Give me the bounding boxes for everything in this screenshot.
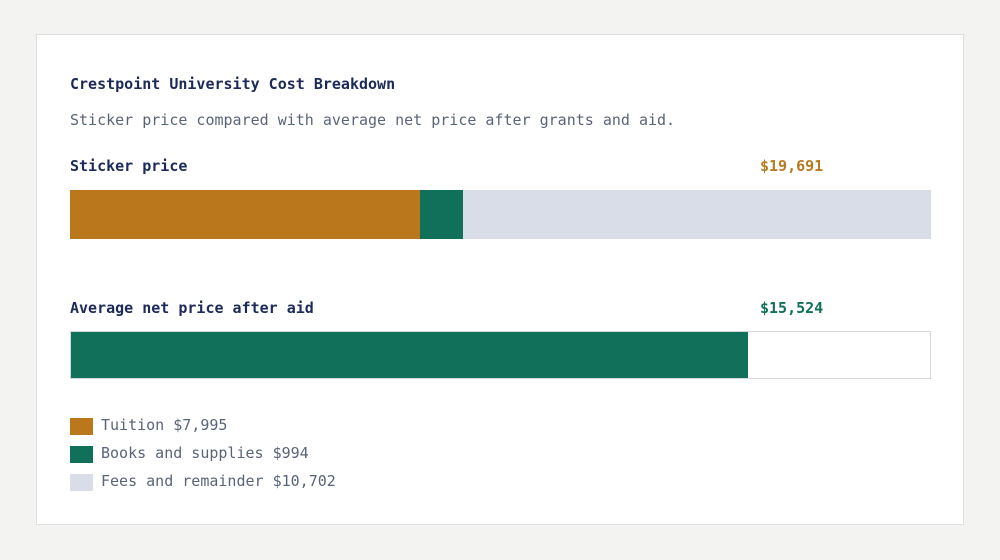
chart-subtitle: Sticker price compared with average net … bbox=[70, 111, 676, 129]
sticker-price-value: $19,691 bbox=[760, 157, 824, 175]
sticker-price-bar bbox=[70, 190, 931, 239]
bar-segment-tuition bbox=[70, 190, 420, 239]
bar-segment-books-and-supplies bbox=[420, 190, 463, 239]
chart-title: Crestpoint University Cost Breakdown bbox=[70, 75, 396, 93]
sticker-price-label: Sticker price bbox=[70, 157, 188, 175]
net-price-bar bbox=[70, 331, 931, 379]
legend-label-fees: Fees and remainder $10,702 bbox=[101, 472, 336, 490]
bar-segment-fees-and-remainder bbox=[463, 190, 931, 239]
legend-swatch-tuition bbox=[70, 418, 93, 435]
chart-card: Crestpoint University Cost Breakdown Sti… bbox=[36, 34, 964, 525]
net-price-value: $15,524 bbox=[760, 299, 824, 317]
bar-segment-average-net-price bbox=[71, 332, 748, 378]
legend-swatch-fees bbox=[70, 474, 93, 491]
legend-label-books: Books and supplies $994 bbox=[101, 444, 309, 462]
legend-swatch-books bbox=[70, 446, 93, 463]
legend-label-tuition: Tuition $7,995 bbox=[101, 416, 228, 434]
net-price-label: Average net price after aid bbox=[70, 299, 314, 317]
